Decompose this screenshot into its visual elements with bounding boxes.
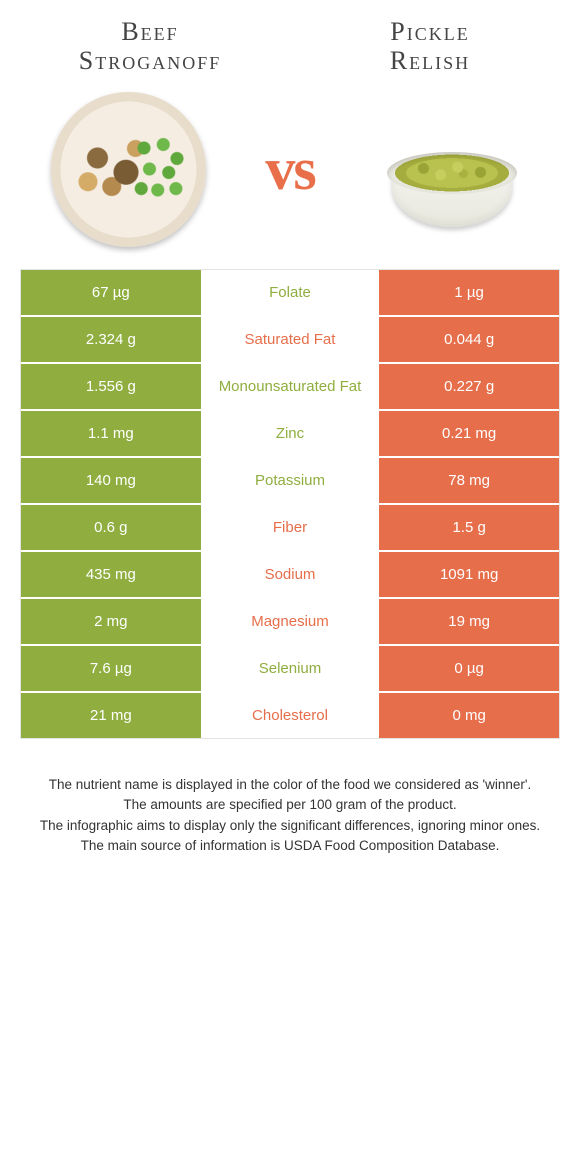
infographic: Beef Stroganoff Pickle Relish vs 67 µgFo… bbox=[0, 0, 580, 856]
table-row: 2.324 gSaturated Fat0.044 g bbox=[21, 317, 559, 364]
cell-nutrient-label: Sodium bbox=[201, 552, 380, 597]
hero-row: vs bbox=[0, 81, 580, 269]
table-row: 140 mgPotassium78 mg bbox=[21, 458, 559, 505]
cell-right-value: 1091 mg bbox=[379, 552, 559, 597]
table-row: 21 mgCholesterol0 mg bbox=[21, 693, 559, 738]
pickle-relish-icon bbox=[387, 142, 517, 227]
cell-left-value: 7.6 µg bbox=[21, 646, 201, 691]
table-row: 0.6 gFiber1.5 g bbox=[21, 505, 559, 552]
cell-right-value: 0.227 g bbox=[379, 364, 559, 409]
cell-left-value: 1.556 g bbox=[21, 364, 201, 409]
food-image-left bbox=[48, 89, 208, 249]
cell-nutrient-label: Saturated Fat bbox=[201, 317, 380, 362]
table-row: 435 mgSodium1091 mg bbox=[21, 552, 559, 599]
title-right: Pickle Relish bbox=[304, 18, 556, 75]
header: Beef Stroganoff Pickle Relish bbox=[0, 0, 580, 81]
table-row: 1.1 mgZinc0.21 mg bbox=[21, 411, 559, 458]
cell-nutrient-label: Zinc bbox=[201, 411, 380, 456]
footer-line-1: The nutrient name is displayed in the co… bbox=[28, 775, 552, 795]
cell-left-value: 1.1 mg bbox=[21, 411, 201, 456]
cell-right-value: 1 µg bbox=[379, 270, 559, 315]
cell-nutrient-label: Cholesterol bbox=[201, 693, 380, 738]
cell-right-value: 0.044 g bbox=[379, 317, 559, 362]
title-left-line2: Stroganoff bbox=[79, 46, 221, 75]
cell-nutrient-label: Potassium bbox=[201, 458, 380, 503]
cell-nutrient-label: Selenium bbox=[201, 646, 380, 691]
cell-left-value: 140 mg bbox=[21, 458, 201, 503]
footer-line-3: The infographic aims to display only the… bbox=[28, 816, 552, 836]
cell-right-value: 19 mg bbox=[379, 599, 559, 644]
cell-right-value: 0 mg bbox=[379, 693, 559, 738]
food-image-right bbox=[372, 89, 532, 249]
cell-right-value: 0.21 mg bbox=[379, 411, 559, 456]
table-row: 2 mgMagnesium19 mg bbox=[21, 599, 559, 646]
cell-right-value: 78 mg bbox=[379, 458, 559, 503]
vs-label: vs bbox=[265, 135, 314, 204]
title-right-line2: Relish bbox=[390, 46, 470, 75]
cell-nutrient-label: Fiber bbox=[201, 505, 380, 550]
cell-right-value: 1.5 g bbox=[379, 505, 559, 550]
footer-line-2: The amounts are specified per 100 gram o… bbox=[28, 795, 552, 815]
cell-nutrient-label: Magnesium bbox=[201, 599, 380, 644]
beef-stroganoff-icon bbox=[51, 92, 206, 247]
cell-left-value: 2.324 g bbox=[21, 317, 201, 362]
title-right-line1: Pickle bbox=[390, 17, 469, 46]
cell-left-value: 21 mg bbox=[21, 693, 201, 738]
cell-left-value: 2 mg bbox=[21, 599, 201, 644]
table-row: 1.556 gMonounsaturated Fat0.227 g bbox=[21, 364, 559, 411]
title-left-line1: Beef bbox=[121, 17, 178, 46]
table-row: 67 µgFolate1 µg bbox=[21, 270, 559, 317]
footer-notes: The nutrient name is displayed in the co… bbox=[0, 739, 580, 856]
cell-left-value: 0.6 g bbox=[21, 505, 201, 550]
table-row: 7.6 µgSelenium0 µg bbox=[21, 646, 559, 693]
cell-left-value: 435 mg bbox=[21, 552, 201, 597]
title-left: Beef Stroganoff bbox=[24, 18, 276, 75]
cell-left-value: 67 µg bbox=[21, 270, 201, 315]
cell-nutrient-label: Folate bbox=[201, 270, 380, 315]
cell-nutrient-label: Monounsaturated Fat bbox=[201, 364, 380, 409]
footer-line-4: The main source of information is USDA F… bbox=[28, 836, 552, 856]
cell-right-value: 0 µg bbox=[379, 646, 559, 691]
nutrient-table: 67 µgFolate1 µg2.324 gSaturated Fat0.044… bbox=[20, 269, 560, 739]
